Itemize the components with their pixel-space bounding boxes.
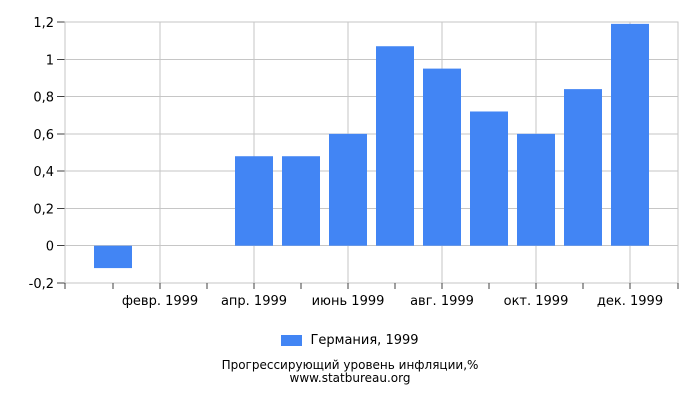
x-tick-label: июнь 1999 <box>312 294 385 309</box>
chart-title: Прогрессирующий уровень инфляции,% <box>221 358 479 372</box>
x-tick-label: авг. 1999 <box>410 294 474 309</box>
bar-chart: 1,2 1 0,8 0,6 0,4 0,2 0 -0,2 февр. 1999 апр. 1999… <box>29 16 679 309</box>
x-tick-label: окт. 1999 <box>504 294 569 309</box>
y-tick-label: -0,2 <box>29 277 54 292</box>
y-tick-label: 0,4 <box>33 165 54 180</box>
y-tick-label: 0,2 <box>33 202 54 217</box>
x-tick-label: дек. 1999 <box>597 294 663 309</box>
y-tick-label: 1 <box>46 53 54 68</box>
y-tick-label: 0 <box>46 240 54 255</box>
legend: Германия, 1999 <box>0 333 700 348</box>
bar-month-12 <box>611 23 649 246</box>
y-tick-label: 0,8 <box>33 91 54 106</box>
bar-month-7 <box>376 46 414 246</box>
chart-footer: Прогрессирующий уровень инфляции,% www.s… <box>0 359 700 385</box>
bar-month-5 <box>282 156 320 246</box>
x-tick-label: апр. 1999 <box>221 294 287 309</box>
source-url: www.statbureau.org <box>289 371 411 385</box>
bar-month-11 <box>564 89 602 246</box>
plot-frame <box>64 21 679 284</box>
bar-month-1 <box>94 245 132 269</box>
bar-month-4 <box>235 156 273 246</box>
x-tick-label: февр. 1999 <box>122 294 198 309</box>
bar-month-8 <box>423 68 461 246</box>
legend-label: Германия, 1999 <box>310 333 419 348</box>
y-tick-label: 0,6 <box>33 128 54 143</box>
bar-month-6 <box>329 133 367 246</box>
legend-swatch <box>281 335 303 346</box>
bar-month-9 <box>470 111 508 246</box>
y-tick-label: 1,2 <box>33 16 54 31</box>
bar-month-10 <box>517 133 555 246</box>
